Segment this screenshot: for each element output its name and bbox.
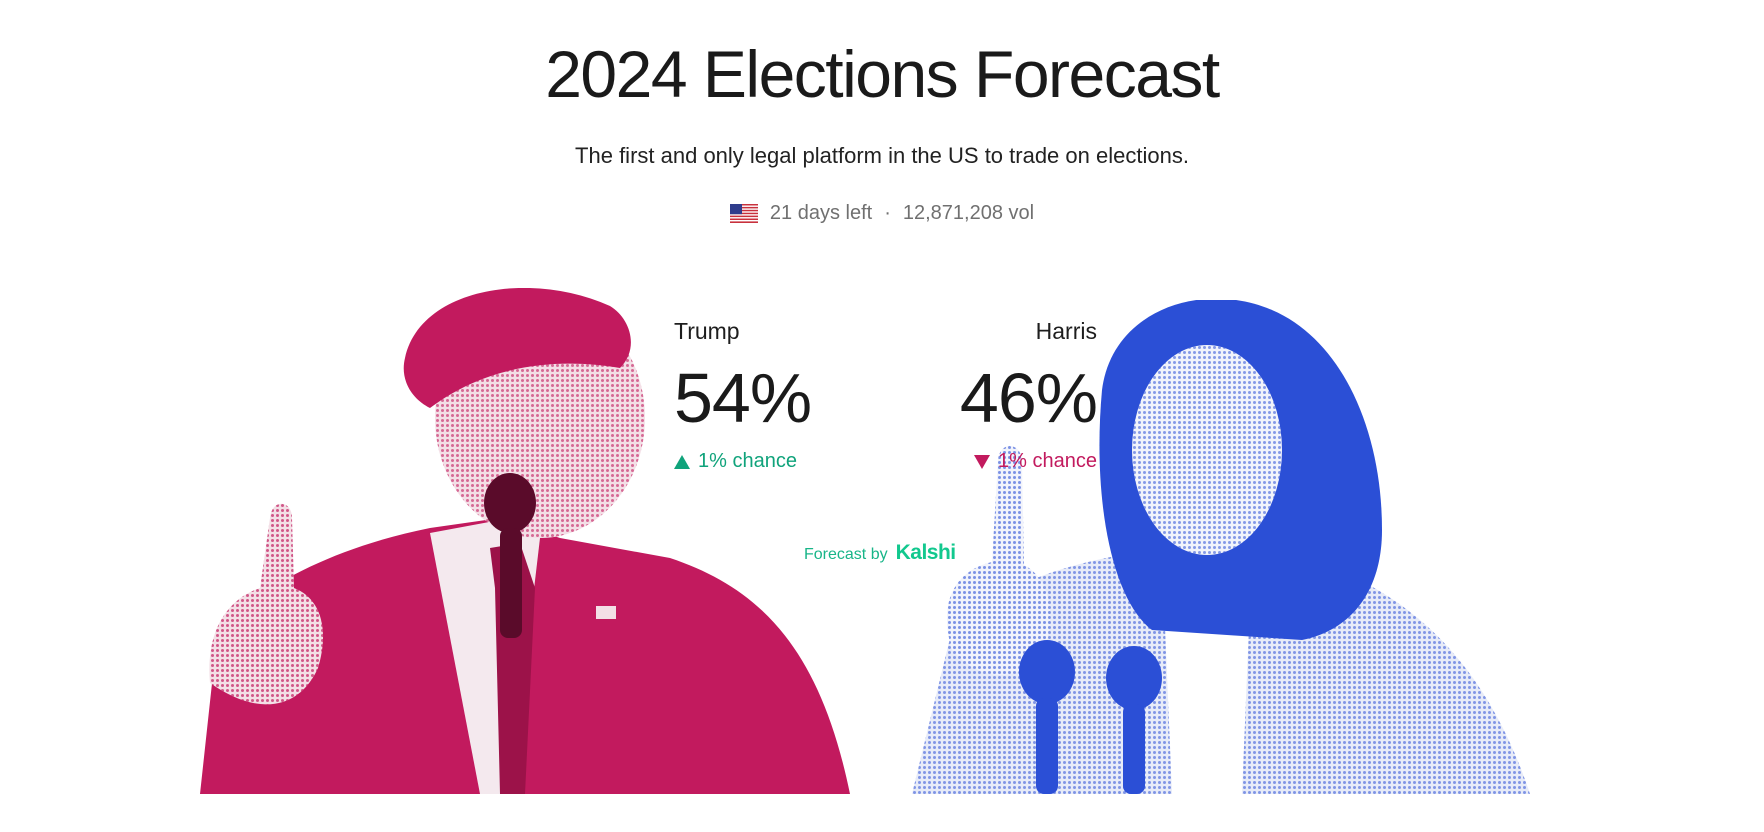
candidate-change: 1% chance (900, 450, 1097, 473)
candidate-name: Harris (1035, 318, 1097, 344)
candidate-change: 1% chance (674, 450, 811, 473)
change-text: 1% chance (998, 450, 1097, 472)
meta-separator: · (884, 202, 891, 224)
market-meta: 21 days left · 12,871,208 vol (0, 202, 1764, 225)
page-subtitle: The first and only legal platform in the… (575, 143, 1189, 168)
candidate-percent: 54% (674, 359, 812, 437)
forecast-attribution[interactable]: Forecast by Kalshi (804, 541, 956, 565)
harris-portrait (912, 300, 1530, 794)
kalshi-logo[interactable]: Kalshi (895, 541, 957, 564)
trump-portrait (200, 288, 850, 794)
candidate-name: Trump (674, 318, 740, 344)
triangle-up-icon (674, 454, 690, 469)
candidate-harris[interactable]: Harris 46% 1% chance (900, 318, 1098, 473)
days-left: 21 days left (769, 202, 873, 224)
candidate-percent: 46% (959, 359, 1098, 437)
us-flag-icon (729, 204, 758, 223)
volume: 12,871,208 vol (902, 202, 1035, 224)
forecast-label: Forecast by (804, 546, 888, 563)
triangle-down-icon (974, 454, 991, 469)
change-text: 1% chance (698, 450, 797, 472)
candidate-trump[interactable]: Trump 54% 1% chance (674, 318, 812, 473)
page-title: 2024 Elections Forecast (545, 37, 1220, 111)
